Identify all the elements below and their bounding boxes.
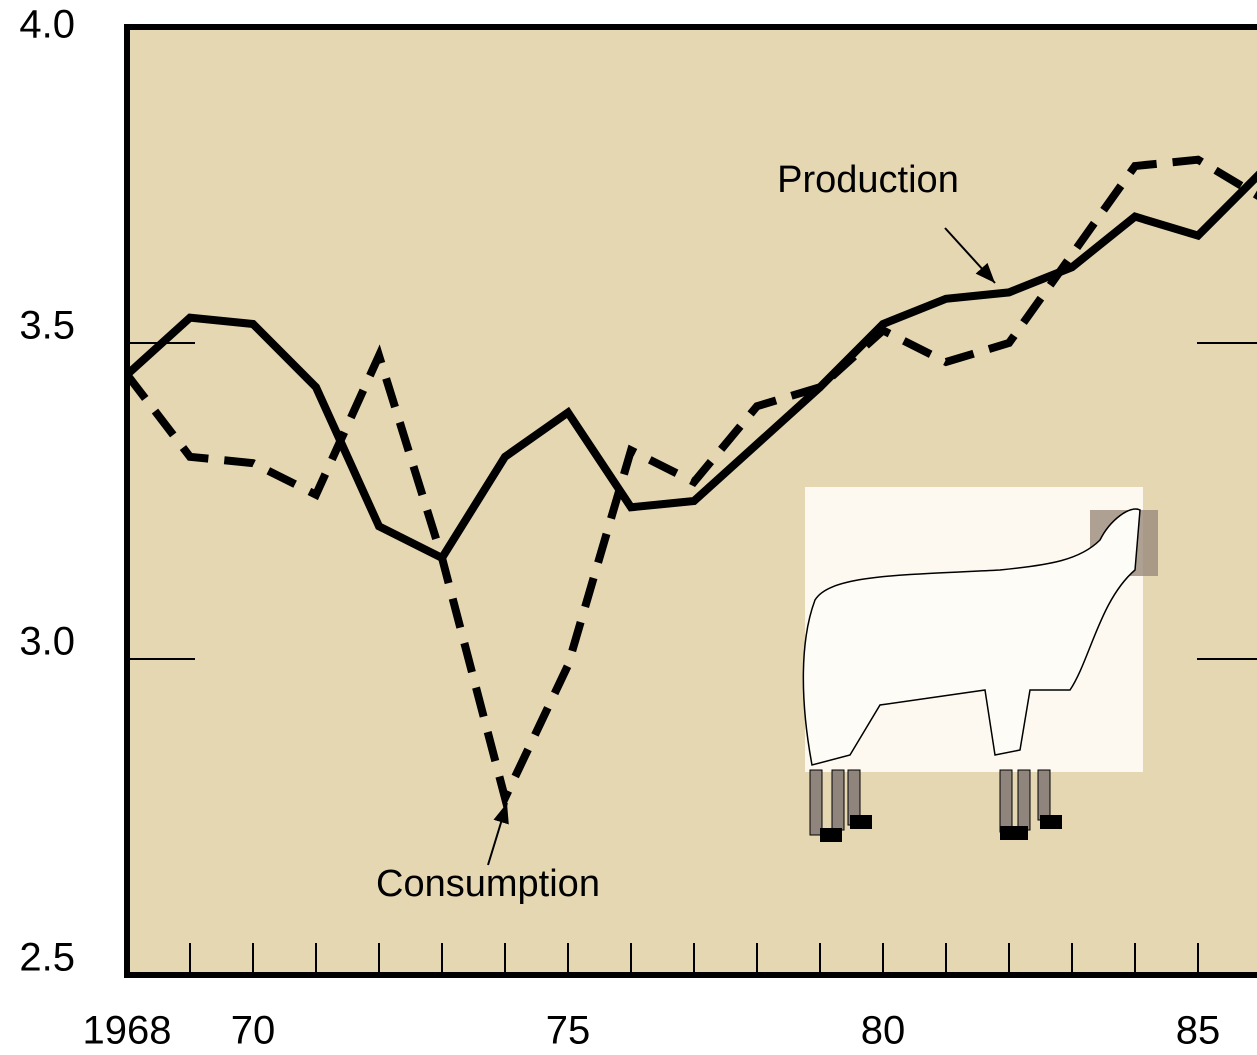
x-tick-label: 75 (546, 1009, 591, 1053)
x-tick-label: 70 (231, 1009, 276, 1053)
annotation: Production (777, 159, 959, 201)
y-tick-label: 2.5 (19, 936, 75, 980)
x-tick-label: 80 (861, 1009, 906, 1053)
y-tick-label: 4.0 (19, 3, 75, 47)
annotation: Consumption (376, 863, 600, 905)
x-tick-label: 85 (1176, 1009, 1221, 1053)
y-tick-label: 3.5 (19, 304, 75, 348)
x-tick-label: 1968 (83, 1009, 172, 1053)
chart: Production Consumption 2.5 3.0 3.5 4.0 1968 7… (0, 0, 1257, 1055)
y-tick-label: 3.0 (19, 620, 75, 664)
